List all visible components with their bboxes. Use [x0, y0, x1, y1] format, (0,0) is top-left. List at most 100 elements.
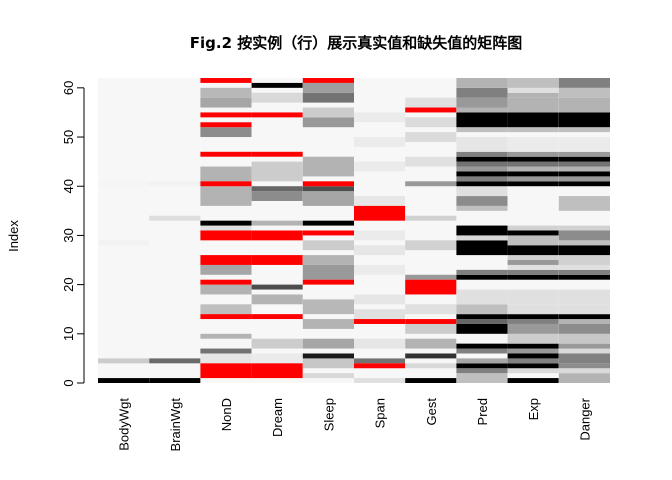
- heatmap-cell-danger: [558, 112, 610, 128]
- heatmap-cell-exp: [507, 87, 559, 93]
- heatmap-cell-danger: [558, 274, 610, 280]
- heatmap-cell-exp: [507, 304, 559, 315]
- heatmap-cell-nond: [200, 353, 252, 364]
- y-axis: 0 10 20 30 40 50 60: [61, 81, 85, 387]
- y-tick-label: 20: [61, 277, 76, 291]
- heatmap-cell-span: [354, 358, 406, 364]
- heatmap-cell-pred: [456, 181, 508, 187]
- heatmap-cell-pred: [456, 137, 508, 152]
- heatmap-cell-bodywgt: [98, 358, 150, 364]
- heatmap-cell-gest: [405, 215, 457, 221]
- heatmap-cell-exp: [507, 245, 559, 256]
- heatmap-cell-sleep: [302, 186, 354, 192]
- heatmap-cell-gest: [405, 97, 457, 108]
- heatmap-cell-exp: [507, 353, 559, 359]
- heatmap-cell-exp: [507, 289, 559, 305]
- missing-cell-gest: [405, 319, 457, 324]
- heatmap-cell-dream: [251, 338, 303, 349]
- heatmap-cell-danger: [558, 230, 610, 241]
- heatmap-cell-danger: [558, 166, 610, 172]
- missing-cell-dream: [251, 255, 303, 265]
- heatmap-cell-danger: [558, 87, 610, 98]
- heatmap-cell-exp: [507, 358, 559, 364]
- heatmap-cell-gest: [405, 338, 457, 349]
- heatmap-cell-exp: [507, 368, 559, 374]
- y-axis-label: Index: [6, 220, 21, 252]
- heatmap-cell-exp: [507, 107, 559, 113]
- heatmap-cell-danger: [558, 368, 610, 374]
- missing-cell-gest: [405, 279, 457, 295]
- heatmap-cell-pred: [456, 87, 508, 98]
- heatmap-cell-pred: [456, 127, 508, 133]
- heatmap-cell-exp: [507, 348, 559, 354]
- heatmap-cell-danger: [558, 78, 610, 88]
- heatmap-cell-sleep: [302, 82, 354, 93]
- heatmap-cell-exp: [507, 264, 559, 270]
- heatmap-cell-dream: [251, 82, 303, 88]
- x-tick-label-gest: Gest: [424, 398, 439, 426]
- heatmap-cell-span: [354, 378, 406, 383]
- x-tick-label-nond: NonD: [219, 398, 234, 431]
- column-base-bodywgt: [98, 78, 150, 383]
- heatmap-cell-danger: [558, 255, 610, 265]
- x-tick-label-span: Span: [373, 398, 388, 428]
- heatmap-cell-sleep: [302, 358, 354, 369]
- heatmap-cell-brainwgt: [149, 378, 201, 383]
- heatmap-cell-pred: [456, 205, 508, 211]
- heatmap-cell-bodywgt: [98, 240, 150, 246]
- heatmap-cell-nond: [200, 225, 252, 231]
- missing-cell-dream: [251, 112, 303, 118]
- heatmap-cell-sleep: [302, 107, 354, 118]
- heatmap-cell-danger: [558, 176, 610, 182]
- heatmap-cell-pred: [456, 97, 508, 108]
- heatmap-cell-nond: [200, 333, 252, 339]
- heatmap-cell-danger: [558, 343, 610, 349]
- heatmap-cell-pred: [456, 151, 508, 157]
- missing-cell-nond: [200, 230, 252, 241]
- heatmap-cell-exp: [507, 97, 559, 108]
- heatmap-cell-gest: [405, 323, 457, 334]
- heatmap-cell-gest: [405, 240, 457, 251]
- heatmap-cell-sleep: [302, 264, 354, 280]
- heatmap-cell-sleep: [302, 255, 354, 265]
- heatmap-cell-dream: [251, 186, 303, 192]
- heatmap-cell-gest: [405, 274, 457, 280]
- heatmap-cell-exp: [507, 323, 559, 334]
- heatmap-cell-danger: [558, 137, 610, 152]
- heatmap-cell-nond: [200, 166, 252, 182]
- heatmap-cell-pred: [456, 363, 508, 369]
- heatmap-cell-pred: [456, 323, 508, 334]
- heatmap-cell-danger: [558, 107, 610, 113]
- heatmap-cell-nond: [200, 348, 252, 354]
- heatmap-cell-bodywgt: [98, 378, 150, 383]
- missing-cell-span: [354, 363, 406, 369]
- heatmap-cell-pred: [456, 314, 508, 320]
- heatmap-cell-exp: [507, 378, 559, 383]
- heatmap-cell-span: [354, 338, 406, 349]
- heatmap-cell-bodywgt: [98, 181, 150, 187]
- heatmap-cell-exp: [507, 269, 559, 275]
- missing-cell-sleep: [302, 78, 354, 83]
- missing-cell-dream: [251, 363, 303, 379]
- heatmap-cell-sleep: [302, 117, 354, 128]
- heatmap-cell-danger: [558, 161, 610, 167]
- heatmap-cell-brainwgt: [149, 215, 201, 221]
- x-tick-label-danger: Danger: [577, 397, 592, 440]
- heatmap-cell-nond: [200, 87, 252, 98]
- heatmap-cell-pred: [456, 373, 508, 383]
- heatmap-cell-dream: [251, 353, 303, 364]
- heatmap-cell-sleep: [302, 373, 354, 379]
- heatmap-cell-danger: [558, 323, 610, 334]
- heatmap-cell-danger: [558, 240, 610, 246]
- heatmap-cell-danger: [558, 319, 610, 324]
- missing-cell-nond: [200, 363, 252, 379]
- heatmap-cell-gest: [405, 156, 457, 167]
- heatmap-cell-exp: [507, 127, 559, 133]
- heatmap-cell-span: [354, 309, 406, 320]
- heatmap-cell-gest: [405, 378, 457, 383]
- missing-cell-nond: [200, 122, 252, 128]
- missing-cell-dream: [251, 151, 303, 157]
- missing-cell-sleep: [302, 230, 354, 236]
- heatmap-cell-danger: [558, 225, 610, 231]
